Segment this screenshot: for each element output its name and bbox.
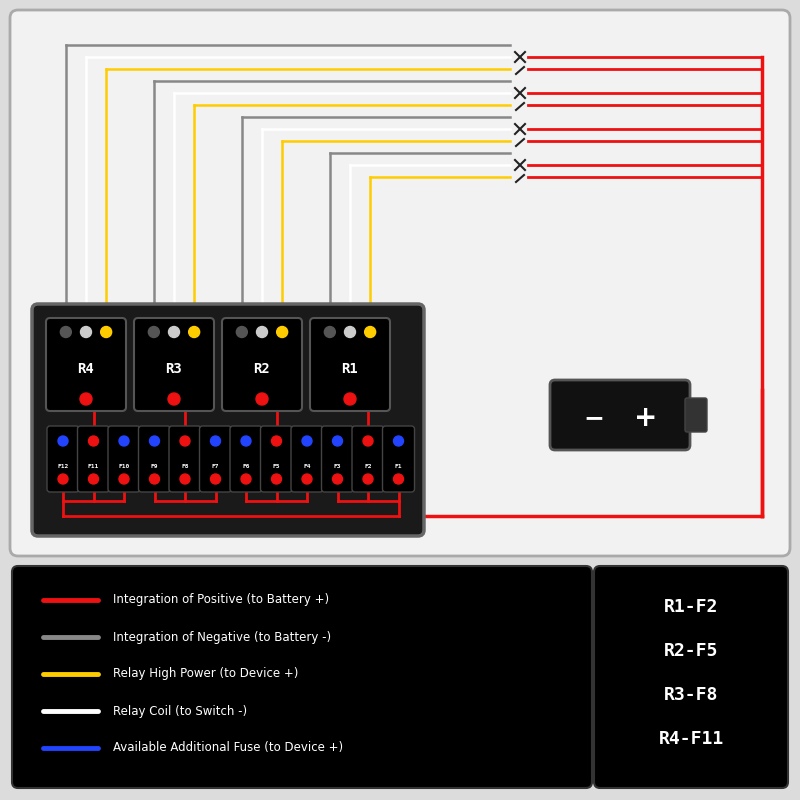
Text: −: − [583, 406, 605, 430]
FancyBboxPatch shape [550, 380, 690, 450]
Circle shape [302, 436, 312, 446]
Circle shape [119, 474, 129, 484]
Text: F5: F5 [273, 465, 280, 470]
Text: Integration of Negative (to Battery -): Integration of Negative (to Battery -) [113, 630, 331, 643]
Text: R3: R3 [166, 362, 182, 376]
FancyBboxPatch shape [199, 426, 231, 492]
FancyBboxPatch shape [230, 426, 262, 492]
Circle shape [180, 436, 190, 446]
Circle shape [150, 436, 159, 446]
Text: F7: F7 [212, 465, 219, 470]
Text: R2: R2 [254, 362, 270, 376]
FancyBboxPatch shape [108, 426, 140, 492]
Circle shape [210, 474, 221, 484]
FancyBboxPatch shape [352, 426, 384, 492]
FancyBboxPatch shape [32, 304, 424, 536]
Text: Available Additional Fuse (to Device +): Available Additional Fuse (to Device +) [113, 742, 343, 754]
FancyBboxPatch shape [10, 10, 790, 556]
Text: F11: F11 [88, 465, 99, 470]
Circle shape [256, 393, 268, 405]
Circle shape [180, 474, 190, 484]
Text: R1-F2: R1-F2 [664, 598, 718, 616]
FancyBboxPatch shape [138, 426, 170, 492]
Text: F4: F4 [303, 465, 310, 470]
Circle shape [394, 436, 403, 446]
Circle shape [363, 474, 373, 484]
Circle shape [101, 326, 112, 338]
FancyBboxPatch shape [47, 426, 79, 492]
Circle shape [302, 474, 312, 484]
Circle shape [344, 393, 356, 405]
FancyBboxPatch shape [222, 318, 302, 411]
Text: R4-F11: R4-F11 [658, 730, 724, 748]
Circle shape [89, 436, 98, 446]
Text: F1: F1 [394, 465, 402, 470]
Text: +: + [634, 404, 658, 432]
Text: F8: F8 [182, 465, 189, 470]
Circle shape [189, 326, 200, 338]
FancyBboxPatch shape [310, 318, 390, 411]
Text: R1: R1 [342, 362, 358, 376]
FancyBboxPatch shape [594, 566, 788, 788]
Circle shape [89, 474, 98, 484]
Circle shape [257, 326, 267, 338]
Circle shape [394, 474, 403, 484]
FancyBboxPatch shape [169, 426, 201, 492]
Circle shape [363, 436, 373, 446]
Circle shape [324, 326, 335, 338]
Circle shape [169, 326, 179, 338]
Circle shape [148, 326, 159, 338]
Text: F10: F10 [118, 465, 130, 470]
Circle shape [168, 393, 180, 405]
Circle shape [333, 474, 342, 484]
Text: F9: F9 [150, 465, 158, 470]
Circle shape [80, 393, 92, 405]
FancyBboxPatch shape [382, 426, 414, 492]
Text: F3: F3 [334, 465, 342, 470]
Circle shape [241, 436, 251, 446]
FancyBboxPatch shape [322, 426, 354, 492]
FancyBboxPatch shape [12, 566, 592, 788]
FancyBboxPatch shape [291, 426, 323, 492]
Circle shape [58, 436, 68, 446]
FancyBboxPatch shape [46, 318, 126, 411]
Circle shape [119, 436, 129, 446]
Text: R3-F8: R3-F8 [664, 686, 718, 704]
Circle shape [81, 326, 91, 338]
Circle shape [271, 436, 282, 446]
Circle shape [241, 474, 251, 484]
Text: R4: R4 [78, 362, 94, 376]
Text: Relay Coil (to Switch -): Relay Coil (to Switch -) [113, 705, 247, 718]
Circle shape [58, 474, 68, 484]
FancyBboxPatch shape [134, 318, 214, 411]
FancyBboxPatch shape [78, 426, 110, 492]
Circle shape [236, 326, 247, 338]
Circle shape [150, 474, 159, 484]
Text: Integration of Positive (to Battery +): Integration of Positive (to Battery +) [113, 594, 329, 606]
Text: F12: F12 [58, 465, 69, 470]
Text: F2: F2 [364, 465, 372, 470]
Circle shape [345, 326, 355, 338]
FancyBboxPatch shape [685, 398, 707, 432]
Circle shape [271, 474, 282, 484]
Circle shape [60, 326, 71, 338]
Text: R2-F5: R2-F5 [664, 642, 718, 660]
Circle shape [277, 326, 288, 338]
Circle shape [365, 326, 376, 338]
Circle shape [210, 436, 221, 446]
FancyBboxPatch shape [261, 426, 293, 492]
Text: F6: F6 [242, 465, 250, 470]
Text: Relay High Power (to Device +): Relay High Power (to Device +) [113, 667, 298, 681]
Circle shape [333, 436, 342, 446]
